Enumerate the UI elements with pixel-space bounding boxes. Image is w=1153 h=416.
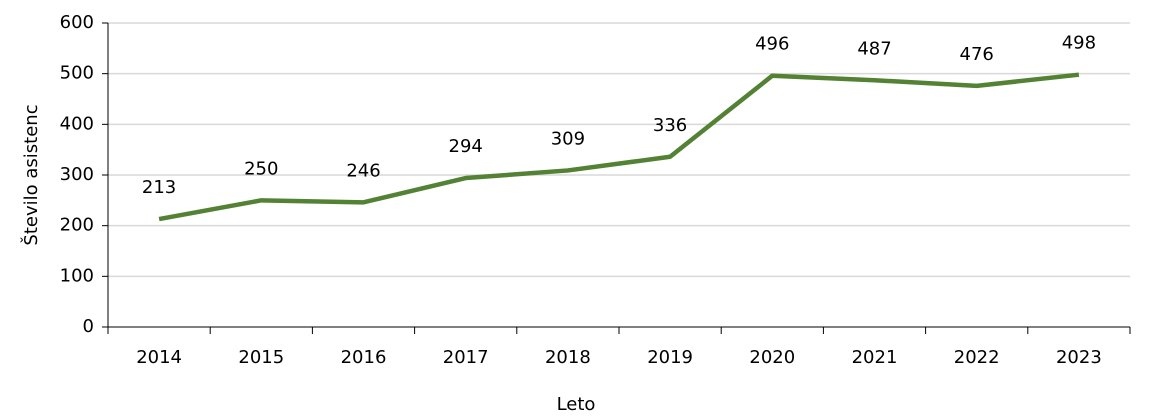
y-tick-label: 100 [60, 265, 94, 286]
data-label: 498 [1062, 33, 1096, 54]
data-label: 476 [960, 44, 994, 65]
y-tick-label: 500 [60, 63, 94, 84]
x-tick-label: 2020 [749, 347, 795, 368]
x-tick-label: 2023 [1056, 347, 1102, 368]
data-label: 487 [857, 38, 891, 59]
x-tick-label: 2022 [954, 347, 1000, 368]
data-label: 496 [755, 34, 789, 55]
x-tick-label: 2021 [852, 347, 898, 368]
y-tick-label: 200 [60, 215, 94, 236]
data-label: 213 [142, 177, 176, 198]
y-tick-label: 300 [60, 164, 94, 185]
x-tick-label: 2018 [545, 347, 591, 368]
y-tick-label: 0 [83, 316, 94, 337]
x-tick-label: 2016 [341, 347, 387, 368]
x-tick-label: 2019 [647, 347, 693, 368]
data-label: 336 [653, 115, 687, 136]
data-label: 250 [244, 158, 278, 179]
x-tick-label: 2017 [443, 347, 489, 368]
data-label: 309 [551, 128, 585, 149]
data-label: 294 [449, 136, 483, 157]
x-axis-label: Leto [557, 394, 596, 415]
y-tick-label: 600 [60, 12, 94, 33]
x-tick-label: 2015 [238, 347, 284, 368]
data-label: 246 [346, 160, 380, 181]
y-tick-label: 400 [60, 113, 94, 134]
x-tick-label: 2014 [136, 347, 182, 368]
y-axis-label: Število asistenc [20, 104, 42, 245]
data-line [158, 72, 1080, 222]
